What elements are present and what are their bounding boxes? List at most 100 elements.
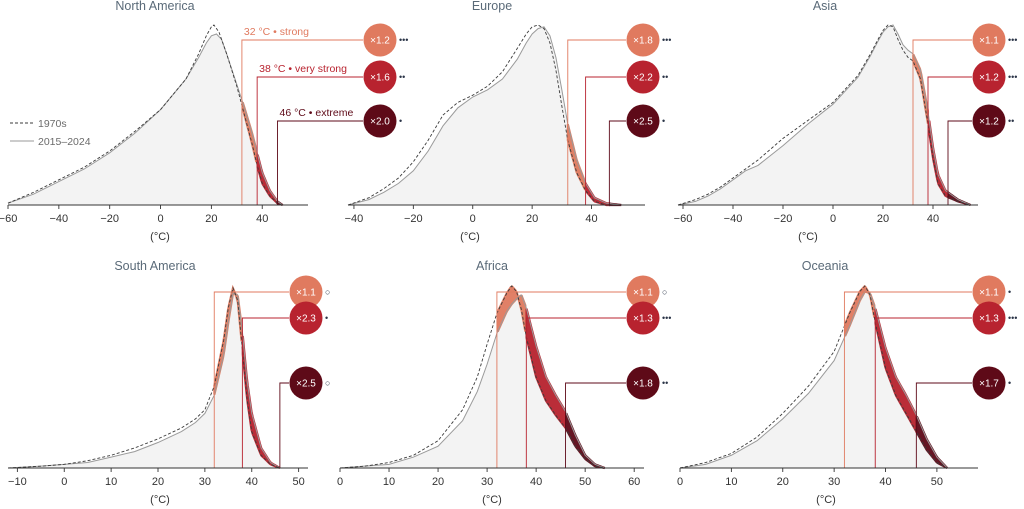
x-tick-label: 0 [157,213,163,225]
multiplier-value-1: ×1.1 [979,36,999,47]
threshold-line-3 [565,382,626,468]
multiplier-badge-2 [972,301,1006,335]
significance-marker-2: ••• [1008,72,1017,82]
x-tick-label: 20 [526,213,538,225]
x-tick-label: 60 [628,476,640,488]
x-tick-label: −10 [8,476,27,488]
multiplier-badge-1 [972,275,1006,309]
multiplier-badge-1 [626,275,660,309]
x-tick-label: 30 [199,476,211,488]
curve-2015-2024 [347,26,622,206]
threshold-label-1: 32 °C • strong [244,26,309,38]
threshold-label-3: 46 °C • extreme [279,107,353,119]
x-axis-label: (°C) [460,231,480,243]
panel-title: Africa [476,259,508,273]
x-tick-label: 0 [677,476,683,488]
multiplier-badge-2 [626,60,660,94]
significance-marker-1: ○ [325,287,330,297]
x-tick-label: 0 [337,476,343,488]
multiplier-value-1: ×1.2 [370,36,390,47]
multiplier-value-1: ×1.1 [633,288,653,299]
x-tick-label: −60 [674,213,693,225]
distribution-fill [8,293,280,468]
curve-1970s [339,285,605,469]
significance-marker-3: • [1008,378,1011,388]
x-tick-label: 30 [828,476,840,488]
panel-title: Oceania [802,259,849,273]
curve-2015-2024 [7,33,283,206]
significance-marker-3: •• [1008,116,1014,126]
x-tick-label: 10 [105,476,117,488]
panel-title: South America [114,259,195,273]
x-axis-label: (°C) [816,494,836,506]
panel-europe: Europe×1.8 •••×2.2 ••×2.5 •−40 −20 0 20 40(°C) [345,0,672,243]
x-tick-label: 20 [152,476,164,488]
multiplier-badge-1 [972,23,1006,57]
multiplier-badge-1 [363,23,397,57]
significance-marker-2: • [325,313,328,323]
multiplier-badge-2 [626,301,660,335]
multiplier-badge-3 [626,366,660,400]
threshold-line-3 [279,382,289,468]
curve-2015-2024 [677,24,971,206]
multiplier-badge-3 [972,104,1006,138]
x-tick-label: 40 [256,213,268,225]
x-axis-label: (°C) [798,231,818,243]
multiplier-value-1: ×1.1 [979,288,999,299]
multiplier-value-3: ×2.5 [296,379,316,390]
threshold-line-1 [912,39,972,205]
x-tick-label: −40 [345,213,364,225]
curve-1970s [7,24,283,206]
x-tick-label: −20 [100,213,119,225]
x-tick-label: −20 [774,213,793,225]
multiplier-badge-3 [289,366,323,400]
multiplier-value-1: ×1.8 [633,36,653,47]
panel-title: Asia [813,0,837,13]
panel-africa: Africa ×1.1 ○ ×1.3 ••• ×1.8 •• 0 10 20 30 40 50 60 (°C… [337,259,672,506]
distribution-fill [8,34,283,205]
legend: 1970s 2015–2024 [10,118,91,148]
threshold-line-2 [241,317,289,468]
multiplier-value-2: ×1.3 [979,314,999,325]
distribution-fill [348,27,622,205]
threshold-line-2 [927,76,972,205]
x-tick-label: 0 [830,213,836,225]
curve-2015-2024 [339,294,605,469]
multiplier-value-2: ×1.6 [370,73,390,84]
multiplier-value-2: ×1.3 [633,314,653,325]
significance-marker-1: ••• [1008,35,1017,45]
x-tick-label: 10 [725,476,737,488]
multiplier-value-2: ×1.2 [979,73,999,84]
panel-title: Europe [472,0,512,13]
threshold-line-3 [915,382,972,468]
x-tick-label: 40 [927,213,939,225]
threshold-line-2 [525,317,626,468]
multiplier-badge-3 [363,104,397,138]
x-tick-label: 20 [877,213,889,225]
significance-marker-3: ○ [325,378,330,388]
x-tick-label: 0 [61,476,67,488]
significance-marker-2: •• [399,72,405,82]
multiplier-value-2: ×2.3 [296,314,316,325]
panel-title: North America [115,0,194,13]
x-tick-label: 50 [579,476,591,488]
x-tick-label: −20 [404,213,423,225]
multiplier-badge-2 [289,301,323,335]
x-tick-label: −40 [50,213,69,225]
x-tick-label: 20 [777,476,789,488]
multiplier-badge-3 [972,366,1006,400]
legend-label-2015-2024: 2015–2024 [38,136,91,148]
multiplier-value-3: ×2.5 [633,117,653,128]
x-axis-label: (°C) [150,231,170,243]
threshold-line-3 [947,120,972,205]
distribution-fill [340,295,605,468]
threshold-line-3 [608,120,626,205]
threshold-line-1 [496,291,626,468]
x-tick-label: 30 [481,476,493,488]
significance-marker-2: ••• [662,313,671,323]
x-tick-label: 50 [293,476,305,488]
multiplier-value-3: ×1.8 [633,379,653,390]
significance-marker-2: ••• [1008,313,1017,323]
